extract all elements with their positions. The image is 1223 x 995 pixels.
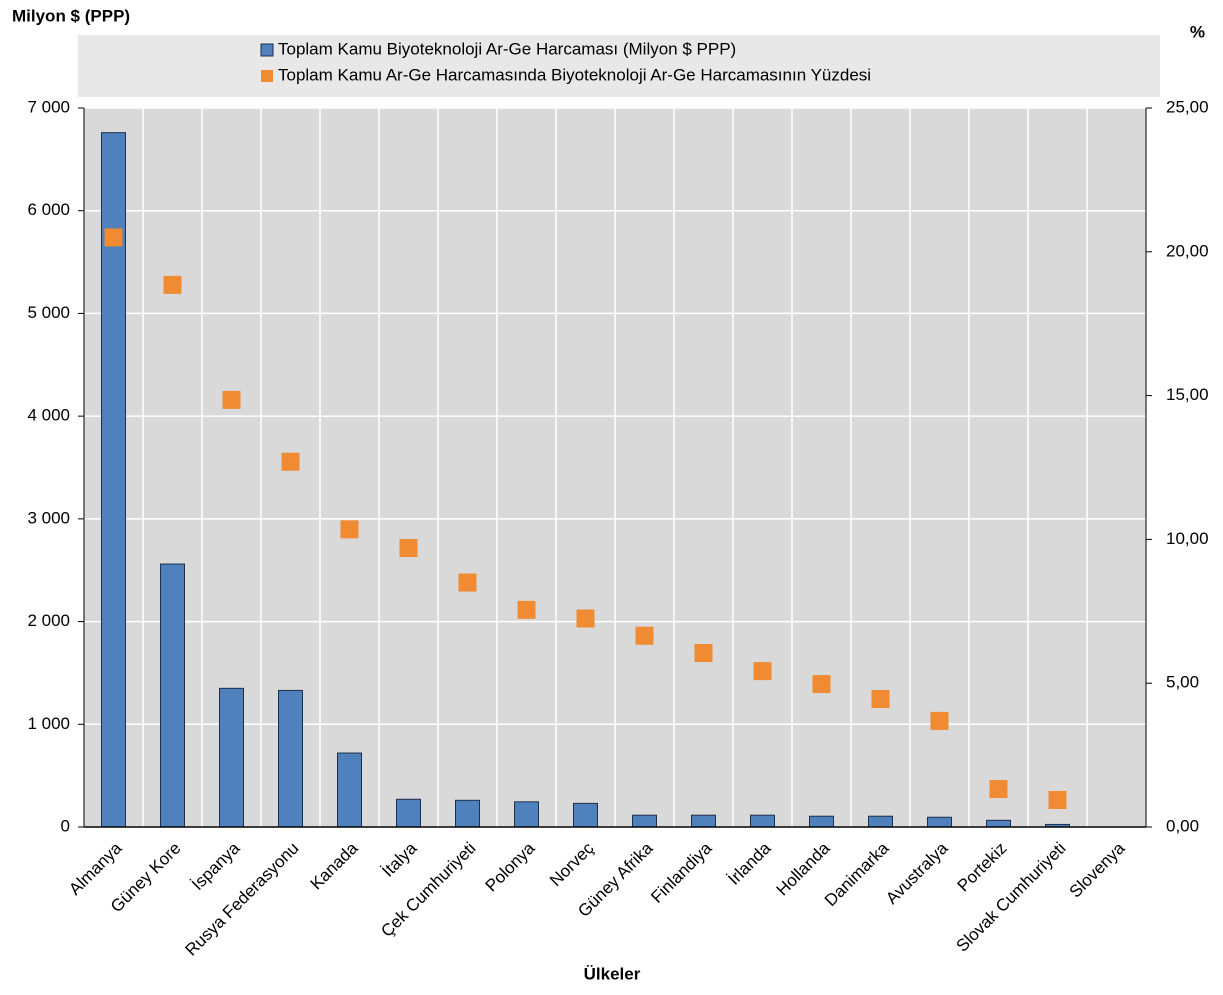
- point: [399, 539, 418, 558]
- point: [753, 662, 772, 681]
- point: [104, 228, 123, 247]
- legend-label: Toplam Kamu Biyoteknoloji Ar-Ge Harcamas…: [278, 39, 736, 58]
- point: [340, 520, 359, 539]
- y2-tick-label: 25,00: [1166, 97, 1209, 116]
- bar: [219, 687, 244, 828]
- point: [635, 626, 654, 645]
- y2-tick-label: 20,00: [1166, 241, 1209, 260]
- x-tick-label: Rusya Federasyonu: [181, 839, 302, 960]
- y2-tick-label: 10,00: [1166, 529, 1209, 548]
- bar: [396, 798, 421, 828]
- y2-tick-label: 15,00: [1166, 385, 1209, 404]
- point: [871, 690, 890, 709]
- bar: [337, 752, 362, 828]
- x-tick-label: Almanya: [65, 838, 126, 899]
- bar: [986, 819, 1011, 828]
- x-tick-label: Portekiz: [954, 839, 1011, 896]
- bar: [927, 816, 952, 828]
- y2-axis-label: %: [1190, 22, 1205, 41]
- bar: [160, 563, 185, 828]
- y-tick-label: 6 000: [27, 200, 70, 219]
- bar: [691, 814, 716, 828]
- bar: [809, 815, 834, 828]
- x-axis-label: Ülkeler: [584, 964, 641, 983]
- bar: [750, 814, 775, 828]
- y2-tick-label: 5,00: [1166, 673, 1199, 692]
- y2-tick-label: 0,00: [1166, 816, 1199, 835]
- legend-swatch: [260, 43, 274, 57]
- bar: [868, 815, 893, 828]
- y-tick-label: 3 000: [27, 508, 70, 527]
- bar: [632, 814, 657, 828]
- x-tick-label: Danimarka: [821, 838, 893, 910]
- bar: [455, 799, 480, 828]
- point: [989, 780, 1008, 799]
- y-axis-label: Milyon $ (PPP): [12, 6, 130, 25]
- point: [694, 644, 713, 663]
- y-tick-label: 0: [61, 816, 70, 835]
- point: [222, 390, 241, 409]
- bar: [514, 801, 539, 828]
- point: [281, 452, 300, 471]
- x-tick-label: Slovak Cumhuriyeti: [953, 839, 1070, 956]
- point: [1048, 790, 1067, 809]
- y-tick-label: 1 000: [27, 714, 70, 733]
- legend-swatch: [261, 70, 273, 82]
- point: [930, 711, 949, 730]
- x-tick-label: Finlandiya: [647, 838, 716, 907]
- bar: [278, 689, 303, 828]
- x-tick-label: Hollanda: [773, 838, 834, 899]
- x-tick-label: Norveç: [546, 838, 598, 890]
- y-tick-label: 5 000: [27, 303, 70, 322]
- y-tick-label: 7 000: [27, 97, 70, 116]
- y-tick-label: 2 000: [27, 611, 70, 630]
- x-tick-label: Avustralya: [882, 838, 952, 908]
- x-tick-label: Polonya: [482, 838, 539, 895]
- x-tick-label: Kanada: [307, 838, 362, 893]
- legend-label: Toplam Kamu Ar-Ge Harcamasında Biyotekno…: [278, 65, 871, 84]
- bar: [573, 802, 598, 828]
- x-tick-label: İspanya: [188, 838, 244, 894]
- x-tick-label: İrlanda: [724, 838, 775, 889]
- point: [812, 675, 831, 694]
- x-tick-label: İtalya: [378, 838, 421, 881]
- point: [517, 600, 536, 619]
- y-tick-label: 4 000: [27, 406, 70, 425]
- point: [458, 573, 477, 592]
- x-tick-label: Slovenya: [1066, 838, 1129, 901]
- point: [163, 275, 182, 294]
- point: [576, 609, 595, 628]
- legend-box: [78, 35, 1160, 97]
- bar: [101, 132, 126, 828]
